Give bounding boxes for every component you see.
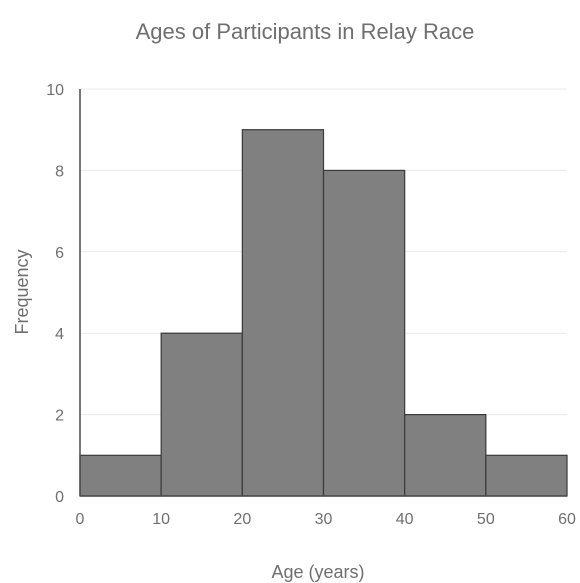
chart-title: Ages of Participants in Relay Race	[136, 19, 475, 44]
bar-0-10	[79, 454, 162, 497]
x-axis-label: Age (years)	[271, 562, 364, 582]
bars	[79, 129, 568, 497]
x-tick-label-1: 10	[152, 511, 170, 528]
bar-20-30	[241, 129, 325, 497]
y-tick-label-5: 10	[46, 82, 64, 99]
bar-50-60	[485, 454, 568, 497]
x-tick-label-0: 0	[76, 511, 85, 528]
bar-30-40	[322, 169, 406, 497]
y-tick-label-1: 2	[55, 408, 64, 425]
y-tick-label-0: 0	[55, 489, 64, 506]
y-tick-label-2: 4	[55, 326, 64, 343]
x-tick-labels: 0 10 20 30 40 50 60	[76, 511, 576, 528]
y-tick-label-4: 8	[55, 163, 64, 180]
y-tick-label-3: 6	[55, 245, 64, 262]
bar-40-50	[404, 414, 487, 497]
y-tick-labels: 0 2 4 6 8 10	[46, 82, 64, 506]
x-tick-label-3: 30	[315, 511, 333, 528]
x-tick-label-5: 50	[477, 511, 495, 528]
bar-10-20	[160, 332, 243, 497]
x-tick-label-6: 60	[558, 511, 576, 528]
x-tick-label-4: 40	[396, 511, 414, 528]
x-tick-label-2: 20	[233, 511, 251, 528]
y-axis-label: Frequency	[12, 249, 32, 334]
